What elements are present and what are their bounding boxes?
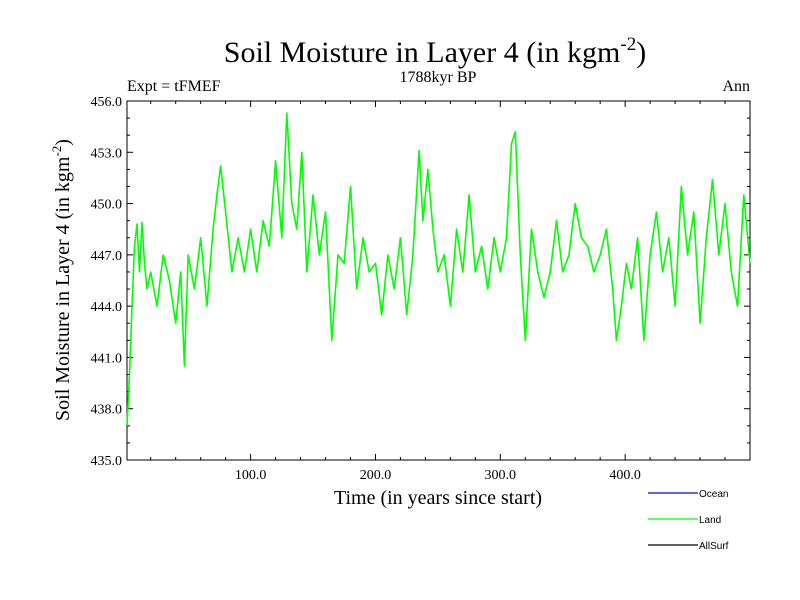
- legend-label-land: Land: [699, 515, 721, 526]
- y-tick-label: 438.0: [91, 403, 123, 418]
- x-tick-label: 400.0: [609, 468, 641, 483]
- legend-label-ocean: Ocean: [699, 489, 728, 500]
- series-line-land: [126, 112, 751, 426]
- legend: Ocean Land AllSurf: [648, 489, 729, 552]
- y-tick-label: 441.0: [91, 351, 123, 366]
- series-layer: [126, 112, 751, 426]
- chart-title: Soil Moisture in Layer 4 (in kgm-2): [224, 34, 646, 69]
- y-tick-label: 453.0: [91, 146, 123, 161]
- y-tick-label: 450.0: [91, 198, 123, 213]
- plot-frame: [126, 100, 751, 461]
- legend-label-allsurf: AllSurf: [699, 541, 729, 552]
- y-tick-label: 447.0: [91, 249, 123, 264]
- y-axis-label: Soil Moisture in Layer 4 (in kgm-2): [49, 139, 74, 421]
- x-axis: 100.0 200.0 300.0 400.0: [150, 101, 726, 483]
- y-tick-label: 435.0: [91, 454, 123, 469]
- season-label: Ann: [722, 78, 750, 95]
- y-tick-label: 456.0: [91, 95, 123, 110]
- x-tick-label: 200.0: [360, 468, 392, 483]
- x-tick-label: 300.0: [485, 468, 517, 483]
- chart-subtitle: 1788kyr BP: [400, 69, 477, 86]
- y-tick-label: 444.0: [91, 300, 123, 315]
- x-tick-label: 100.0: [235, 468, 267, 483]
- experiment-label: Expt = tFMEF: [127, 78, 221, 95]
- x-axis-label: Time (in years since start): [334, 487, 542, 509]
- y-axis: 435.0 438.0 441.0 444.0 447.0 450.0 453.0 456.0: [91, 95, 750, 469]
